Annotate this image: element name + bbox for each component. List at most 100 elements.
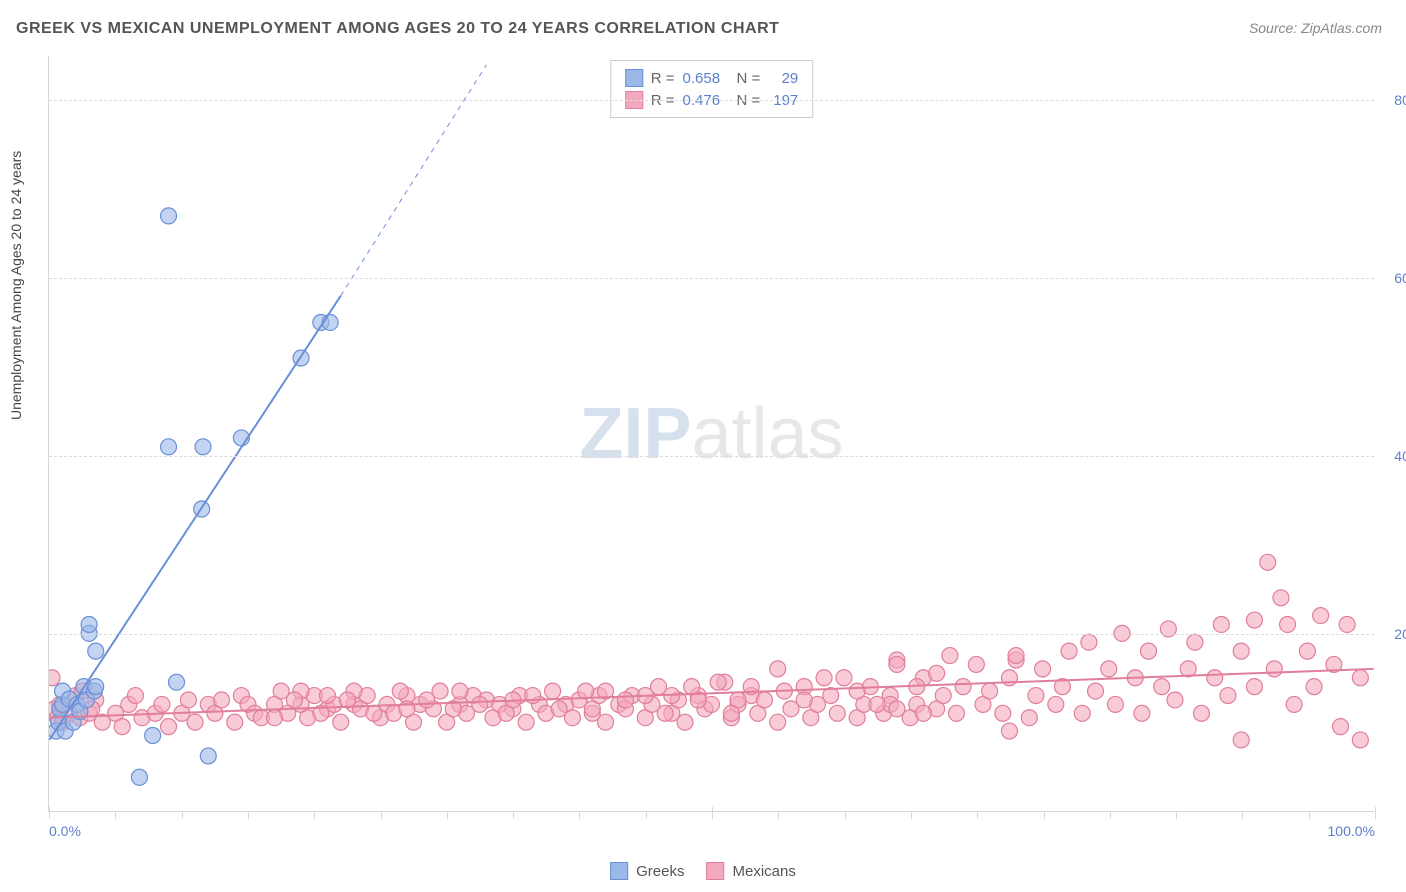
mexicans-point (935, 688, 951, 704)
mexicans-point (127, 688, 143, 704)
mexicans-point (723, 705, 739, 721)
legend-label: Mexicans (733, 863, 796, 880)
legend-item: Mexicans (707, 862, 796, 880)
x-tick (1110, 811, 1111, 819)
scatter-svg (49, 56, 1374, 811)
mexicans-point (1339, 616, 1355, 632)
mexicans-point (1167, 692, 1183, 708)
x-tick-label: 100.0% (1328, 823, 1375, 839)
y-tick-label: 60.0% (1378, 270, 1406, 286)
mexicans-point (617, 692, 633, 708)
x-tick (579, 811, 580, 819)
mexicans-point (955, 679, 971, 695)
x-tick (712, 807, 713, 819)
mexicans-point (214, 692, 230, 708)
mexicans-point (154, 696, 170, 712)
mexicans-point (1233, 732, 1249, 748)
mexicans-point (518, 714, 534, 730)
mexicans-point (1107, 696, 1123, 712)
mexicans-point (942, 648, 958, 664)
mexicans-point (578, 683, 594, 699)
y-tick-label: 80.0% (1378, 92, 1406, 108)
mexicans-point (1207, 670, 1223, 686)
legend-swatch (707, 862, 725, 880)
mexicans-point (770, 661, 786, 677)
mexicans-point (452, 683, 468, 699)
mexicans-point (1074, 705, 1090, 721)
mexicans-point (1213, 616, 1229, 632)
x-tick (314, 811, 315, 819)
greeks-point (81, 616, 97, 632)
mexicans-point (816, 670, 832, 686)
mexicans-point (1180, 661, 1196, 677)
mexicans-point (1081, 634, 1097, 650)
mexicans-point (333, 714, 349, 730)
gridline-h (49, 100, 1374, 101)
x-tick (381, 811, 382, 819)
y-axis-label: Unemployment Among Ages 20 to 24 years (8, 151, 24, 420)
mexicans-point (948, 705, 964, 721)
mexicans-point (1299, 643, 1315, 659)
mexicans-point (1035, 661, 1051, 677)
y-tick-label: 20.0% (1378, 626, 1406, 642)
mexicans-point (684, 679, 700, 695)
mexicans-point (829, 705, 845, 721)
mexicans-point (1306, 679, 1322, 695)
greeks-point (169, 674, 185, 690)
mexicans-point (1001, 723, 1017, 739)
mexicans-point (187, 714, 203, 730)
x-tick-label: 0.0% (49, 823, 81, 839)
greeks-point (161, 208, 177, 224)
x-tick (1309, 811, 1310, 819)
x-tick (115, 811, 116, 819)
mexicans-point (399, 701, 415, 717)
y-tick-label: 40.0% (1378, 448, 1406, 464)
mexicans-point (968, 656, 984, 672)
mexicans-point (227, 714, 243, 730)
mexicans-point (545, 683, 561, 699)
x-tick (646, 811, 647, 819)
mexicans-point (677, 714, 693, 730)
x-tick (513, 811, 514, 819)
mexicans-point (1028, 688, 1044, 704)
mexicans-point (392, 683, 408, 699)
mexicans-point (319, 688, 335, 704)
mexicans-point (472, 696, 488, 712)
x-tick (1044, 811, 1045, 819)
chart-title: GREEK VS MEXICAN UNEMPLOYMENT AMONG AGES… (16, 20, 779, 38)
mexicans-point (849, 683, 865, 699)
mexicans-point (770, 714, 786, 730)
mexicans-point (498, 705, 514, 721)
x-tick (1375, 807, 1376, 819)
mexicans-point (982, 683, 998, 699)
greeks-point (322, 314, 338, 330)
mexicans-point (796, 692, 812, 708)
legend-bottom: GreeksMexicans (610, 862, 796, 880)
mexicans-point (1193, 705, 1209, 721)
gridline-h (49, 456, 1374, 457)
mexicans-point (889, 701, 905, 717)
legend-swatch (610, 862, 628, 880)
mexicans-point (915, 705, 931, 721)
mexicans-point (267, 710, 283, 726)
x-tick (911, 811, 912, 819)
mexicans-point (1333, 719, 1349, 735)
mexicans-point (1048, 696, 1064, 712)
mexicans-point (1313, 608, 1329, 624)
mexicans-point (836, 670, 852, 686)
mexicans-point (551, 701, 567, 717)
mexicans-point (1101, 661, 1117, 677)
gridline-h (49, 634, 1374, 635)
greeks-point (161, 439, 177, 455)
mexicans-point (1246, 612, 1262, 628)
mexicans-point (1273, 590, 1289, 606)
mexicans-point (929, 665, 945, 681)
mexicans-point (1233, 643, 1249, 659)
mexicans-point (114, 719, 130, 735)
mexicans-point (1246, 679, 1262, 695)
x-tick (447, 811, 448, 819)
mexicans-point (525, 688, 541, 704)
mexicans-point (1061, 643, 1077, 659)
x-tick (1176, 811, 1177, 819)
mexicans-point (1352, 670, 1368, 686)
